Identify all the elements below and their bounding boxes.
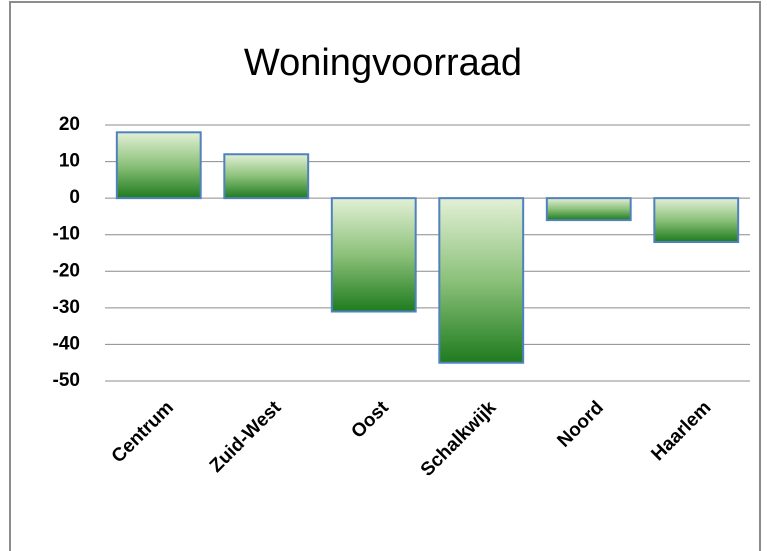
bar — [330, 197, 417, 313]
y-tick-label: -20 — [53, 260, 80, 281]
bar — [653, 197, 740, 244]
bar — [223, 153, 310, 200]
y-tick-label: -40 — [53, 333, 80, 354]
bar — [115, 131, 202, 200]
chart-title: Woningvoorraad — [244, 42, 522, 84]
y-tick-label: -50 — [53, 370, 80, 391]
y-tick-label: -30 — [53, 297, 80, 318]
y-tick-label: -10 — [53, 224, 80, 245]
bar — [545, 197, 632, 222]
y-tick-label: 20 — [59, 114, 80, 135]
bar — [438, 197, 525, 364]
y-tick-label: 10 — [59, 151, 80, 172]
y-tick-label: 0 — [69, 187, 80, 208]
